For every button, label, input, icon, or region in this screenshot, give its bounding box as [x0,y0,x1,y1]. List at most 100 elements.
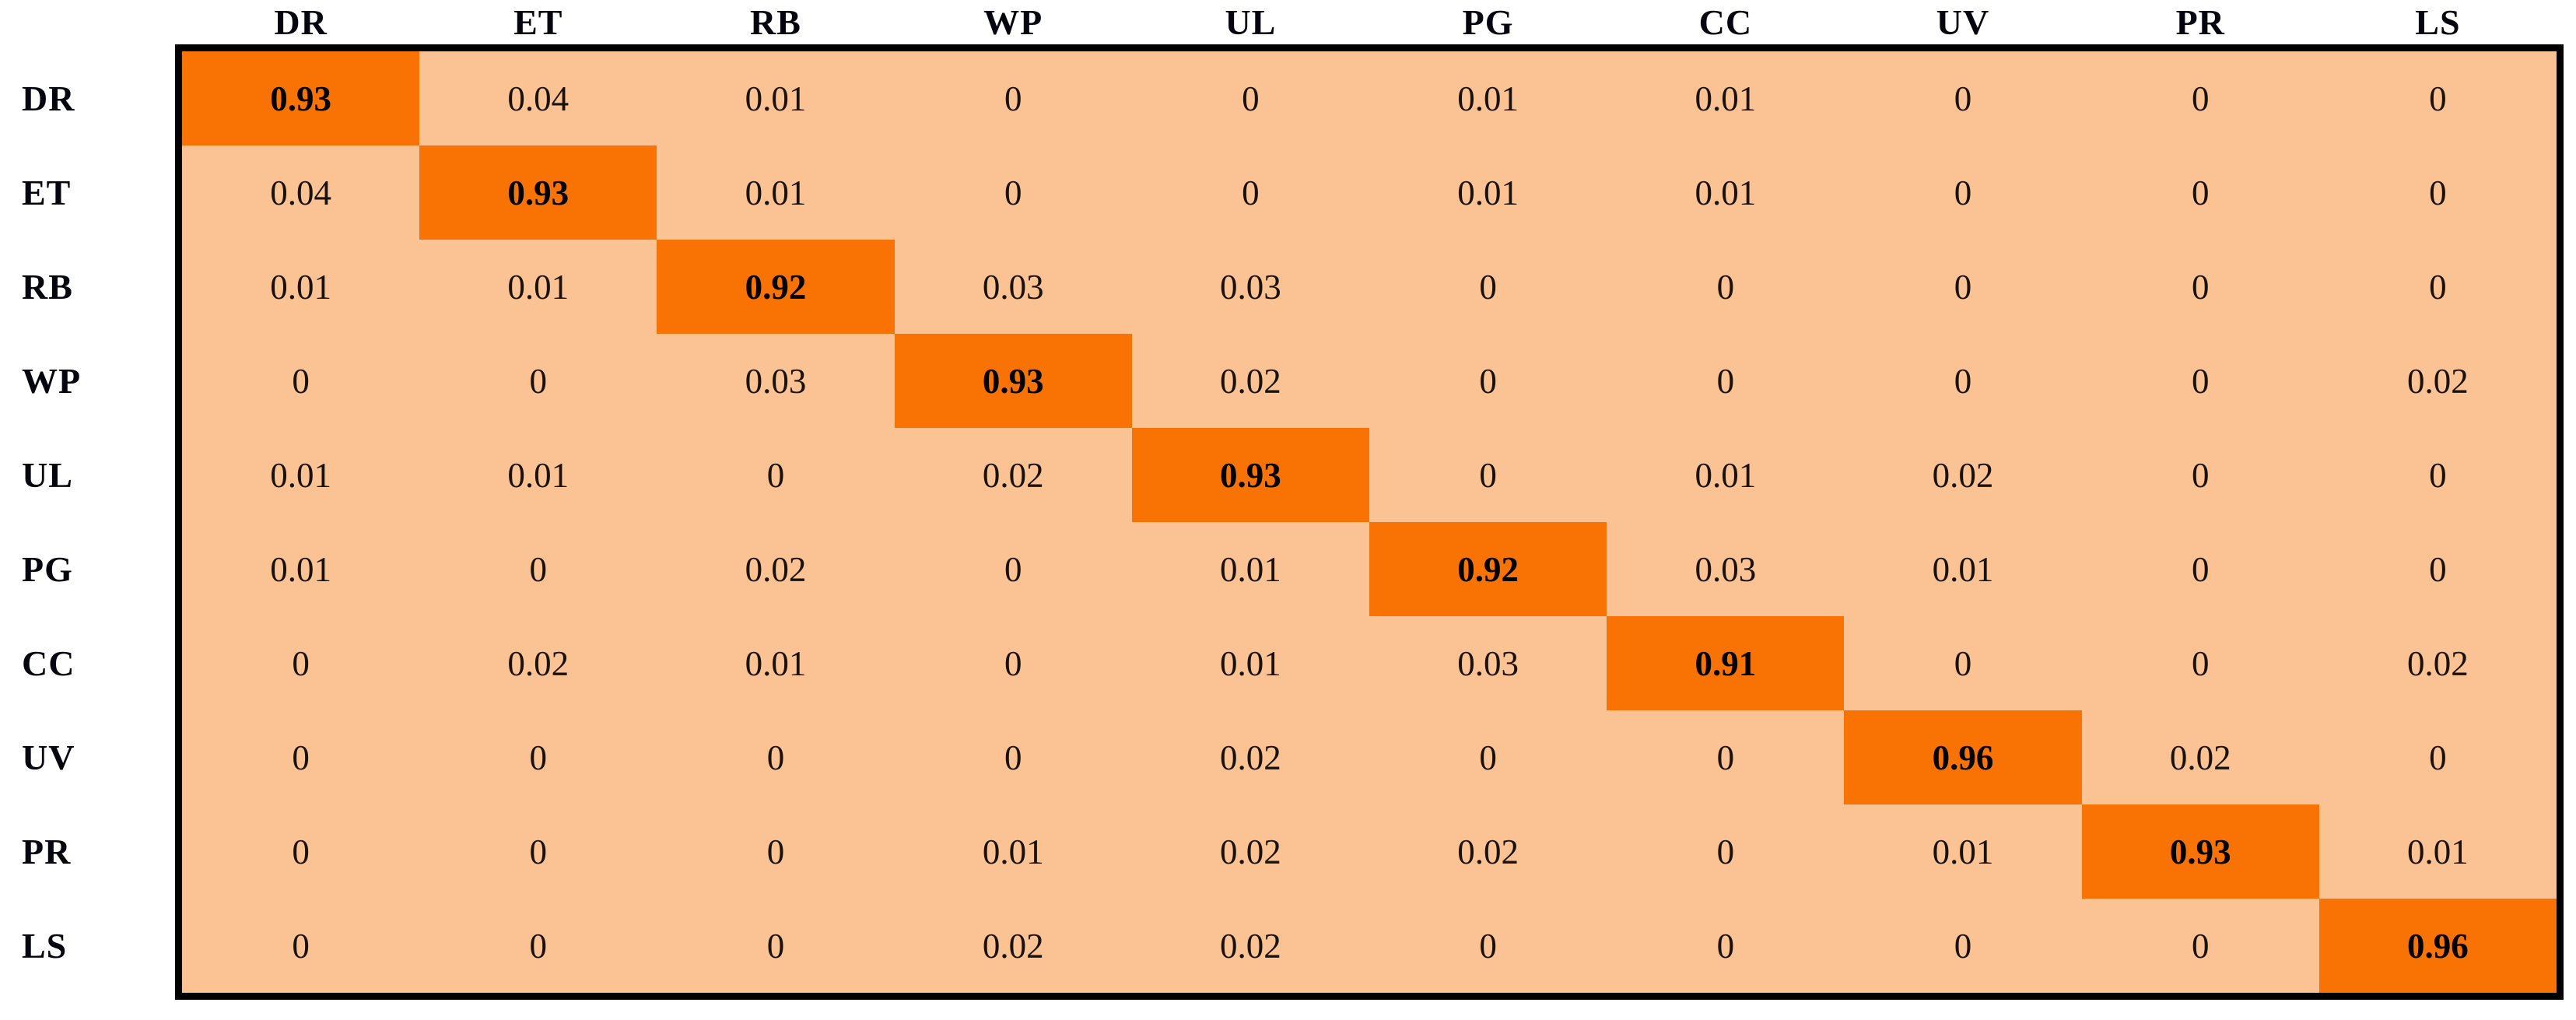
matrix-cell-cc-et: 0.02 [419,616,657,710]
matrix-cell-et-uv: 0 [1844,145,2082,240]
matrix-cell-pr-uv: 0.01 [1844,804,2082,899]
matrix-cell-pg-dr: 0.01 [182,522,420,616]
matrix-cell-uv-ls: 0 [2318,710,2557,804]
matrix-cell-ul-cc: 0.01 [1607,428,1845,522]
matrix-cell-ul-ls: 0 [2318,428,2557,522]
matrix-cell-dr-et: 0.04 [419,51,657,145]
matrix-cell-dr-wp: 0 [894,51,1132,145]
column-header-pr: PR [2175,2,2225,42]
matrix-cell-dr-uv: 0 [1844,51,2082,145]
matrix-cell-rb-ul: 0.03 [1131,240,1370,334]
matrix-cell-uv-et: 0 [419,710,657,804]
matrix-row-wp: 0 0 0.03 0.93 0.02 0 0 0 0 0.02 [182,334,2557,428]
matrix-cell-et-dr: 0.04 [182,145,420,240]
column-header-cc: CC [1698,2,1753,42]
matrix-cell-et-rb: 0.01 [657,145,895,240]
matrix-cell-rb-wp: 0.03 [894,240,1132,334]
matrix-cell-uv-uv: 0.96 [1844,710,2082,804]
matrix-cell-wp-dr: 0 [182,334,420,428]
matrix-row-uv: 0 0 0 0 0.02 0 0 0.96 0.02 0 [182,710,2557,804]
matrix-cell-uv-pg: 0 [1369,710,1607,804]
row-label-pr: PR [22,832,72,871]
matrix-cell-pg-uv: 0.01 [1844,522,2082,616]
matrix-cell-dr-pg: 0.01 [1369,51,1607,145]
row-label-et: ET [22,173,72,212]
matrix-cell-ul-rb: 0 [657,428,895,522]
matrix-grid: 0.93 0.04 0.01 0 0 0.01 0.01 0 0 0 0.04 0.93 0.01 0 0 0… [175,44,2564,1000]
column-header-rb: RB [750,2,801,42]
matrix-cell-rb-ls: 0 [2318,240,2557,334]
matrix-cell-et-ul: 0 [1131,145,1370,240]
row-label-pg: PG [22,549,73,589]
matrix-cell-pg-ul: 0.01 [1131,522,1370,616]
matrix-cell-wp-et: 0 [419,334,657,428]
matrix-row-et: 0.04 0.93 0.01 0 0 0.01 0.01 0 0 0 [182,145,2557,240]
matrix-cell-wp-rb: 0.03 [657,334,895,428]
matrix-cell-rb-dr: 0.01 [182,240,420,334]
matrix-row-pr: 0 0 0 0.01 0.02 0.02 0 0.01 0.93 0.01 [182,804,2557,899]
matrix-row-dr: 0.93 0.04 0.01 0 0 0.01 0.01 0 0 0 [182,51,2557,145]
matrix-cell-ul-ul: 0.93 [1131,428,1370,522]
matrix-cell-et-cc: 0.01 [1607,145,1845,240]
matrix-cell-pg-pg: 0.92 [1369,522,1607,616]
column-header-uv: UV [1936,2,1990,42]
matrix-cell-pg-et: 0 [419,522,657,616]
matrix-cell-wp-wp: 0.93 [894,334,1132,428]
row-label-column: DR ET RB WP UL PG CC UV PR LS [0,44,175,1000]
matrix-row-cc: 0 0.02 0.01 0 0.01 0.03 0.91 0 0 0.02 [182,616,2557,710]
matrix-cell-ul-pg: 0 [1369,428,1607,522]
matrix-cell-wp-cc: 0 [1607,334,1845,428]
matrix-cell-et-ls: 0 [2318,145,2557,240]
column-header-et: ET [513,2,563,42]
matrix-cell-pg-pr: 0 [2081,522,2319,616]
matrix-cell-dr-cc: 0.01 [1607,51,1845,145]
matrix-cell-rb-et: 0.01 [419,240,657,334]
matrix-cell-et-et: 0.93 [419,145,657,240]
matrix-cell-wp-ul: 0.02 [1131,334,1370,428]
matrix-cell-cc-ls: 0.02 [2318,616,2557,710]
row-label-ls: LS [22,926,68,966]
matrix-cell-uv-cc: 0 [1607,710,1845,804]
matrix-cell-ls-dr: 0 [182,899,420,993]
matrix-cell-pr-pg: 0.02 [1369,804,1607,899]
matrix-cell-ls-pr: 0 [2081,899,2319,993]
row-label-ul: UL [22,455,73,495]
matrix-cell-ul-pr: 0 [2081,428,2319,522]
matrix-cell-rb-uv: 0 [1844,240,2082,334]
matrix-row-ls: 0 0 0 0.02 0.02 0 0 0 0 0.96 [182,899,2557,993]
matrix-cell-ul-wp: 0.02 [894,428,1132,522]
column-header-wp: WP [983,2,1043,42]
matrix-row-rb: 0.01 0.01 0.92 0.03 0.03 0 0 0 0 0 [182,240,2557,334]
matrix-cell-ul-dr: 0.01 [182,428,420,522]
matrix-cell-pg-wp: 0 [894,522,1132,616]
matrix-cell-uv-pr: 0.02 [2081,710,2319,804]
matrix-cell-pg-ls: 0 [2318,522,2557,616]
matrix-cell-cc-wp: 0 [894,616,1132,710]
matrix-row-ul: 0.01 0.01 0 0.02 0.93 0 0.01 0.02 0 0 [182,428,2557,522]
matrix-cell-dr-dr: 0.93 [182,51,420,145]
matrix-cell-ls-ls: 0.96 [2318,899,2557,993]
matrix-cell-cc-uv: 0 [1844,616,2082,710]
row-label-uv: UV [22,738,75,777]
matrix-cell-uv-dr: 0 [182,710,420,804]
matrix-cell-cc-ul: 0.01 [1131,616,1370,710]
column-header-row: DR ET RB WP UL PG CC UV PR LS [175,0,2564,44]
matrix-cell-ls-et: 0 [419,899,657,993]
matrix-cell-wp-ls: 0.02 [2318,334,2557,428]
matrix-cell-cc-dr: 0 [182,616,420,710]
matrix-cell-cc-pg: 0.03 [1369,616,1607,710]
matrix-cell-ul-et: 0.01 [419,428,657,522]
matrix-cell-ls-pg: 0 [1369,899,1607,993]
matrix-cell-et-wp: 0 [894,145,1132,240]
matrix-cell-pg-rb: 0.02 [657,522,895,616]
matrix-cell-ls-rb: 0 [657,899,895,993]
matrix-cell-pg-cc: 0.03 [1607,522,1845,616]
row-label-wp: WP [22,361,82,401]
row-label-rb: RB [22,267,73,307]
matrix-cell-rb-pr: 0 [2081,240,2319,334]
matrix-cell-dr-pr: 0 [2081,51,2319,145]
matrix-cell-cc-rb: 0.01 [657,616,895,710]
matrix-cell-pr-cc: 0 [1607,804,1845,899]
matrix-cell-dr-ul: 0 [1131,51,1370,145]
